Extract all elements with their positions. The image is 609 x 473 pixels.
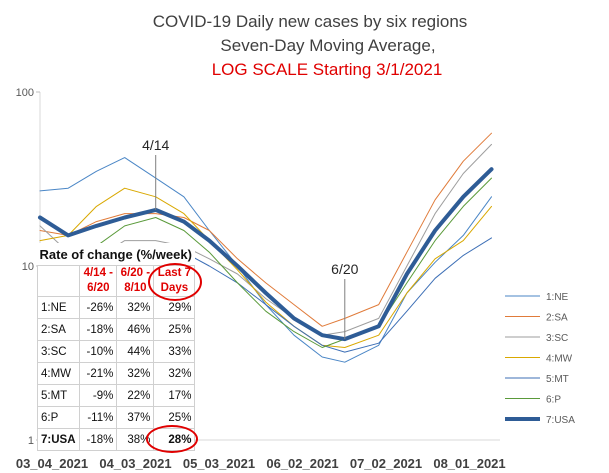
usa-last-7-days-value: 28% [168, 433, 192, 446]
table-cell-region: 3:SC [36, 340, 81, 363]
table-cell: 17% [153, 384, 196, 407]
table-header-row: 4/14 - 6/20 6/20 - 8/10 Last 7 Days [36, 263, 203, 301]
table-cell-region: 7:USA [36, 428, 81, 451]
annotations: 4/14 6/20 [142, 137, 359, 340]
header-3-line-1: Last 7 [157, 267, 192, 279]
title-line-3: LOG SCALE Starting 3/1/2021 [212, 60, 443, 79]
table-cell: 32% [116, 296, 155, 319]
x-tick-label: 05_03_2021 [183, 456, 255, 471]
table-cell: 25% [153, 406, 196, 429]
y-tick-label: 1 [28, 435, 34, 447]
table-row: 5:MT -9% 22% 17% [36, 384, 196, 407]
series-line-7usa [38, 167, 494, 342]
table-cell: -11% [79, 406, 118, 429]
legend-label: 2:SA [546, 313, 568, 324]
table-cell: 38% [116, 428, 155, 451]
chart-title: COVID-19 Daily new cases by six regions … [153, 12, 468, 79]
x-tick-label: 07_02_2021 [350, 456, 422, 471]
x-tick-label: 06_02_2021 [266, 456, 338, 471]
table-cell: -18% [79, 428, 118, 451]
table-cell: -18% [79, 318, 118, 341]
header-1-line-1: 4/14 - [83, 267, 114, 279]
x-tick-label: 04_03_2021 [99, 456, 171, 471]
table-cell: 37% [116, 406, 155, 429]
table-header-blank [36, 265, 81, 297]
table-cell-region: 5:MT [36, 384, 81, 407]
table-row: 1:NE -26% 32% 29% [36, 296, 196, 319]
series-line-2sa [39, 132, 492, 327]
table-cell: 32% [116, 362, 155, 385]
legend-label: 1:NE [546, 292, 569, 303]
table-cell: 44% [116, 340, 155, 363]
x-axis: 03_04_2021 04_03_2021 05_03_2021 06_02_2021… [16, 439, 506, 471]
header-1-line-2: 6/20 [87, 282, 110, 294]
rate-of-change-table: Rate of change (%/week) 4/14 - 6/20 6/20… [36, 243, 203, 453]
legend-label: 7:USA [546, 415, 575, 426]
x-tick-label: 03_04_2021 [16, 456, 88, 471]
table-cell-highlighted: 28% [146, 425, 199, 453]
y-tick-label: 10 [22, 261, 34, 273]
legend-label: 4:MW [546, 354, 573, 365]
table-cell: 32% [153, 362, 196, 385]
legend-label: 3:SC [546, 333, 568, 344]
header-2-line-1: 6/20 - [120, 267, 151, 279]
table-cell: 22% [116, 384, 155, 407]
series-line-4mw [39, 187, 492, 348]
table-row: 2:SA -18% 46% 25% [36, 318, 196, 341]
table-cell: 29% [153, 296, 196, 319]
annotation-label: 4/14 [142, 137, 169, 153]
table-cell: -26% [79, 296, 118, 319]
title-line-1: COVID-19 Daily new cases by six regions [153, 12, 468, 31]
legend-label: 5:MT [546, 374, 569, 385]
table-cell-region: 1:NE [36, 296, 81, 319]
table-cell-region: 6:P [36, 406, 81, 429]
table-row: 4:MW -21% 32% 32% [36, 362, 196, 385]
series-line-6p [39, 177, 492, 348]
y-tick-label: 100 [16, 87, 34, 99]
legend: 1:NE 2:SA 3:SC 4:MW 5:MT 6:P 7:USA [505, 292, 575, 426]
header-2-line-2: 8/10 [124, 282, 147, 294]
table-cell-region: 4:MW [36, 362, 81, 385]
table-cell: -10% [79, 340, 118, 363]
table-header-col-1: 4/14 - 6/20 [79, 265, 118, 297]
x-tick-label: 08_01_2021 [433, 456, 505, 471]
table-row: 3:SC -10% 44% 33% [36, 340, 196, 363]
title-line-2: Seven-Day Moving Average, [220, 36, 435, 55]
table-row: 7:USA -18% 38% 28% [36, 425, 199, 453]
header-3-line-2: Days [160, 282, 189, 294]
table-cell: 46% [116, 318, 155, 341]
annotation-label: 6/20 [331, 261, 358, 277]
table-caption: Rate of change (%/week) [39, 246, 192, 262]
table-cell: 33% [153, 340, 196, 363]
legend-label: 6:P [546, 395, 561, 406]
table-cell: -21% [79, 362, 118, 385]
table-cell: -9% [79, 384, 118, 407]
table-header-col-3: Last 7 Days [148, 263, 203, 301]
table-header-col-2: 6/20 - 8/10 [116, 265, 155, 297]
table-cell: 25% [153, 318, 196, 341]
table-cell-region: 2:SA [36, 318, 81, 341]
table-row: 6:P -11% 37% 25% [36, 406, 196, 429]
